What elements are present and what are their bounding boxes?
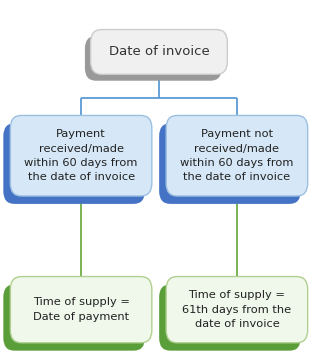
FancyBboxPatch shape <box>3 123 145 204</box>
FancyBboxPatch shape <box>166 115 308 196</box>
FancyBboxPatch shape <box>85 36 222 81</box>
FancyBboxPatch shape <box>10 276 152 343</box>
Text: Time of supply =
Date of payment: Time of supply = Date of payment <box>33 297 129 322</box>
FancyBboxPatch shape <box>3 284 145 350</box>
FancyBboxPatch shape <box>159 123 301 204</box>
Text: Payment
received/made
within 60 days from
the date of invoice: Payment received/made within 60 days fro… <box>24 129 138 182</box>
Text: Time of supply =
61th days from the
date of invoice: Time of supply = 61th days from the date… <box>182 290 292 329</box>
Text: Payment not
received/made
within 60 days from
the date of invoice: Payment not received/made within 60 days… <box>180 129 294 182</box>
Text: Date of invoice: Date of invoice <box>109 45 209 58</box>
FancyBboxPatch shape <box>91 30 227 74</box>
FancyBboxPatch shape <box>10 115 152 196</box>
FancyBboxPatch shape <box>159 284 301 350</box>
FancyBboxPatch shape <box>166 276 308 343</box>
